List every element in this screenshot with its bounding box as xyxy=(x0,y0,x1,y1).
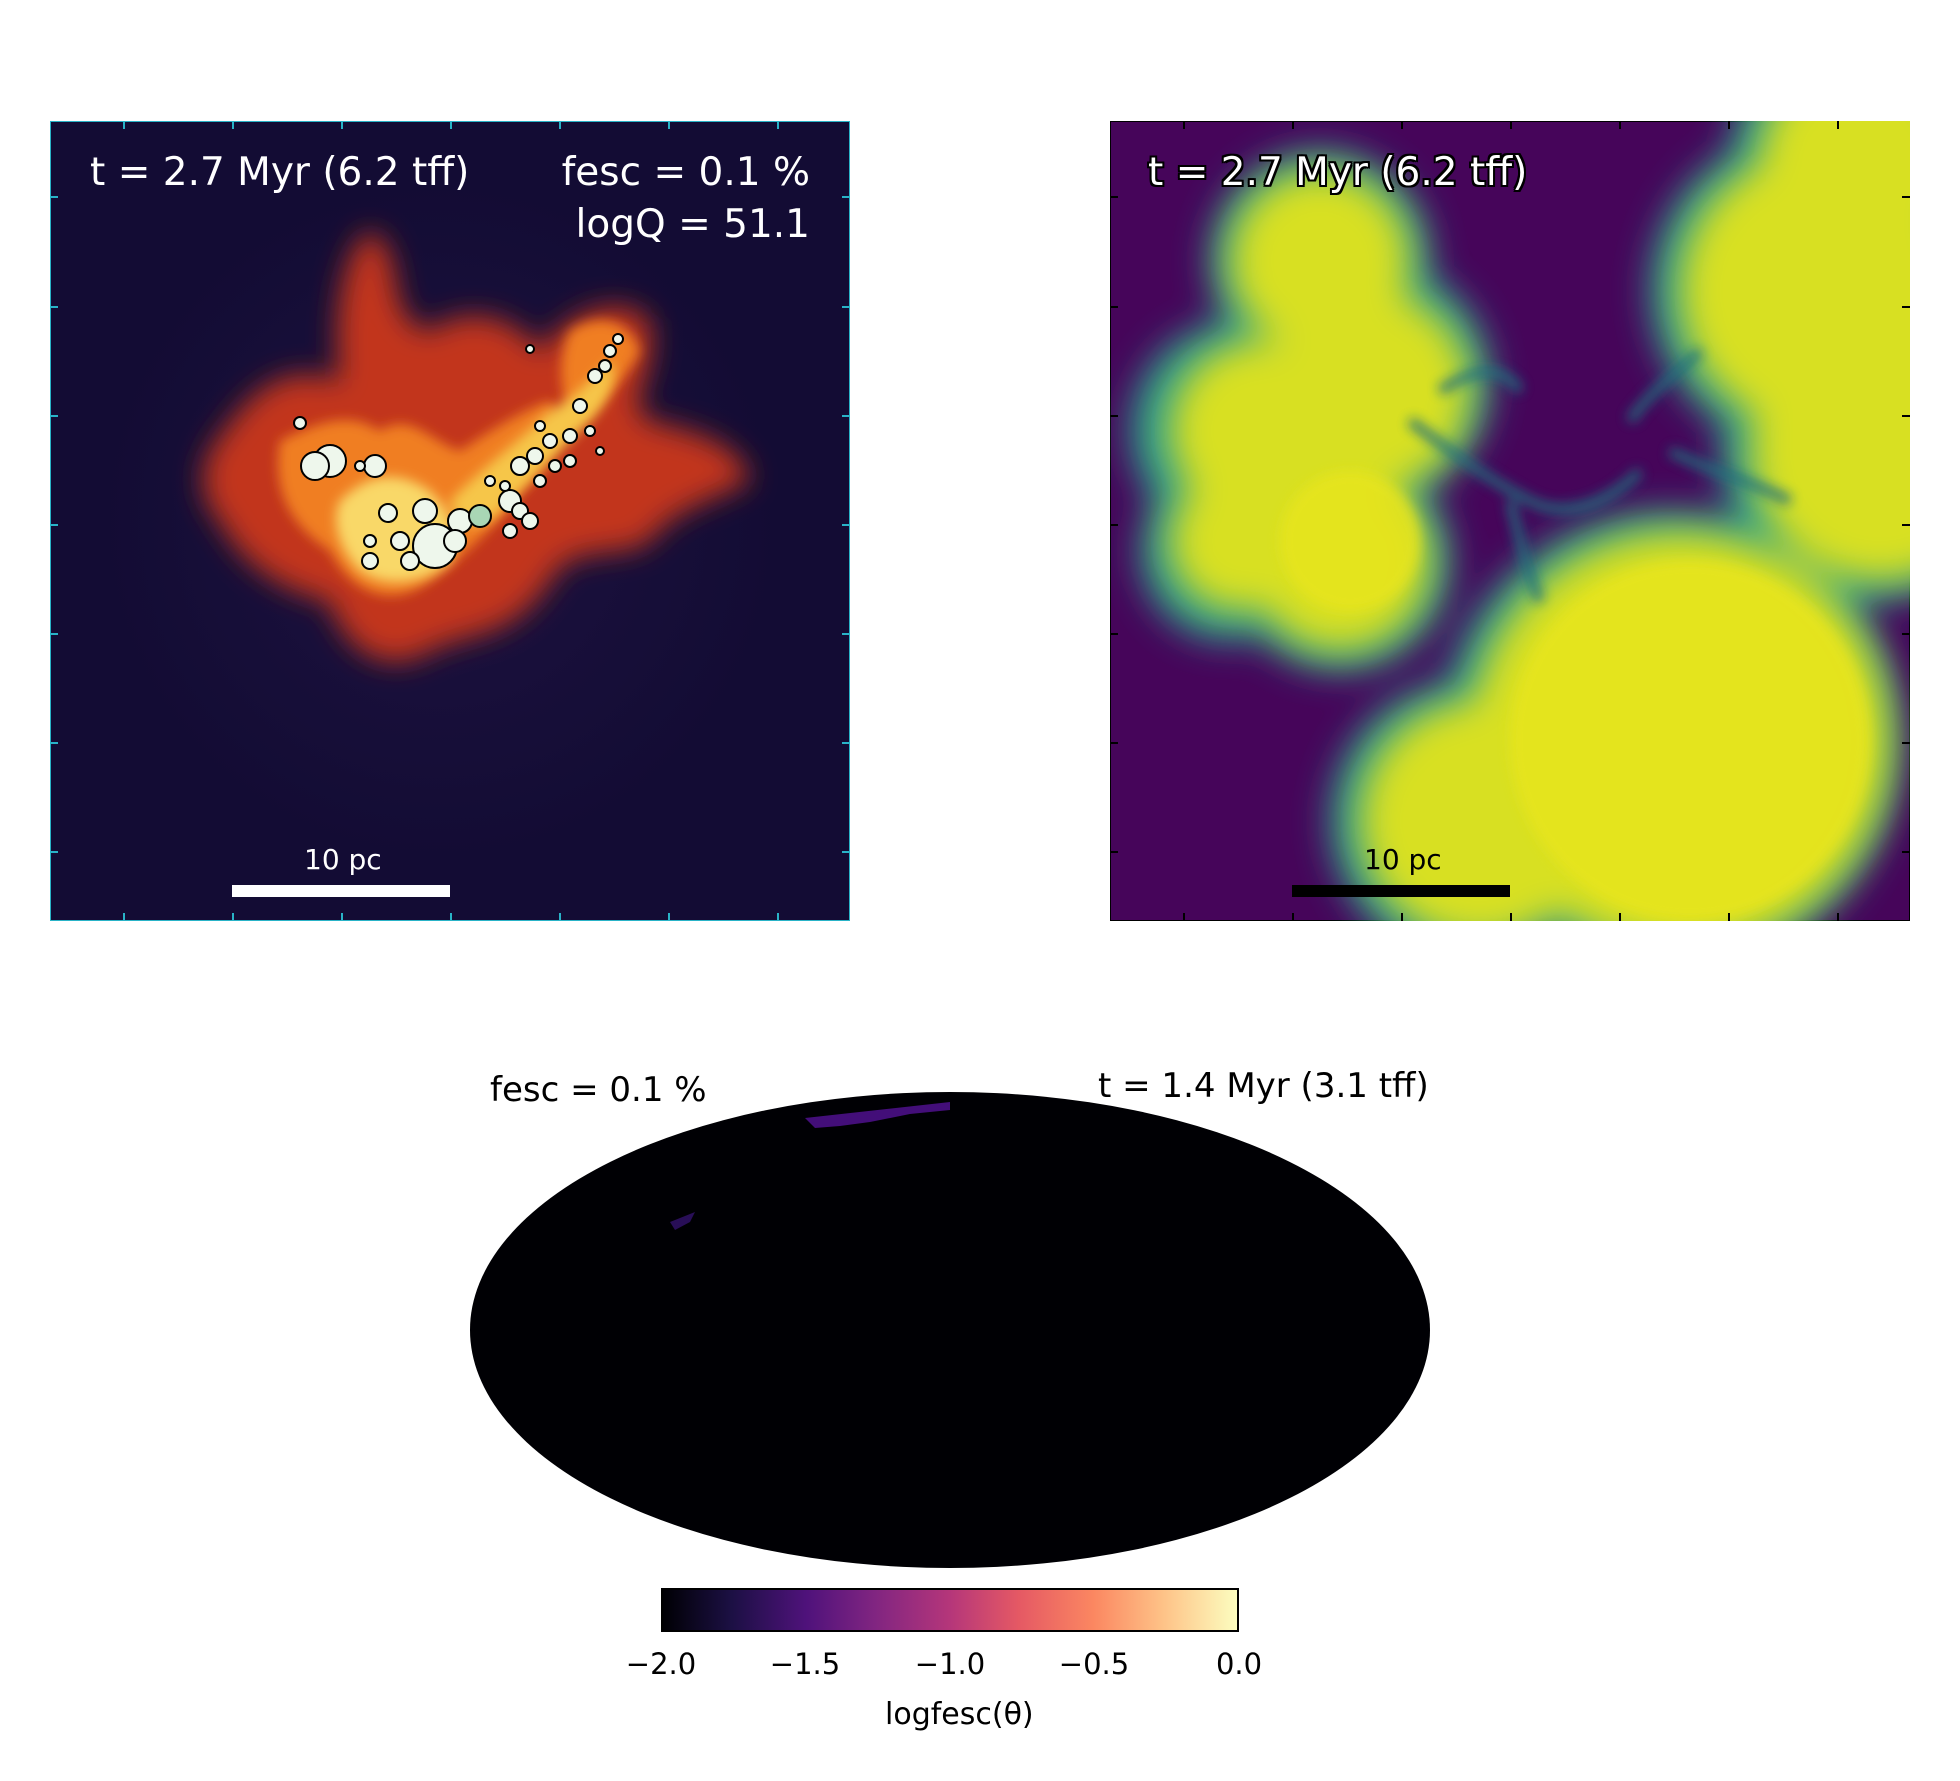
skymap-ellipse xyxy=(470,1092,1430,1568)
skymap-fesc-label: fesc = 0.1 % xyxy=(490,1070,707,1110)
panel-a-image xyxy=(100,181,780,861)
panel-b-ionization-map: t = 2.7 Myr (6.2 tff) 10 pc xyxy=(1110,121,1910,921)
panel-a-scalebar xyxy=(232,885,450,897)
bubbles-bright xyxy=(1280,471,1870,921)
skymap-feature-left xyxy=(670,1212,695,1230)
colorbar-gradient xyxy=(663,1590,1237,1630)
panel-a-time-label: t = 2.7 Myr (6.2 tff) xyxy=(90,150,470,195)
filaments xyxy=(1407,347,1793,604)
skymap-image xyxy=(470,1092,1430,1568)
panel-a-logq-label: logQ = 51.1 xyxy=(575,202,810,247)
star-particles xyxy=(293,333,624,571)
skymap-feature-top xyxy=(805,1102,950,1128)
panel-b-scalebar-label: 10 pc xyxy=(1364,843,1442,876)
colorbar xyxy=(661,1588,1239,1632)
colorbar-tick: −2.0 xyxy=(625,1647,697,1681)
panel-b-time-label: t = 2.7 Myr (6.2 tff) xyxy=(1148,150,1528,195)
panel-b-scalebar xyxy=(1292,885,1510,897)
colorbar-tick: −0.5 xyxy=(1058,1647,1130,1681)
panel-a-scalebar-label: 10 pc xyxy=(304,843,382,876)
colorbar-tick: −1.0 xyxy=(914,1647,986,1681)
panel-a-density-map: t = 2.7 Myr (6.2 tff) fesc = 0.1 % logQ … xyxy=(50,121,850,921)
panel-a-fesc-label: fesc = 0.1 % xyxy=(561,150,810,195)
skymap-time-label: t = 1.4 Myr (3.1 tff) xyxy=(1098,1066,1429,1106)
colorbar-tick: 0.0 xyxy=(1215,1647,1263,1681)
colorbar-label: logfesc(θ) xyxy=(885,1697,1034,1732)
colorbar-tick: −1.5 xyxy=(769,1647,841,1681)
panel-b-image xyxy=(1130,121,1910,921)
skymap-mollweide xyxy=(470,1090,1430,1570)
